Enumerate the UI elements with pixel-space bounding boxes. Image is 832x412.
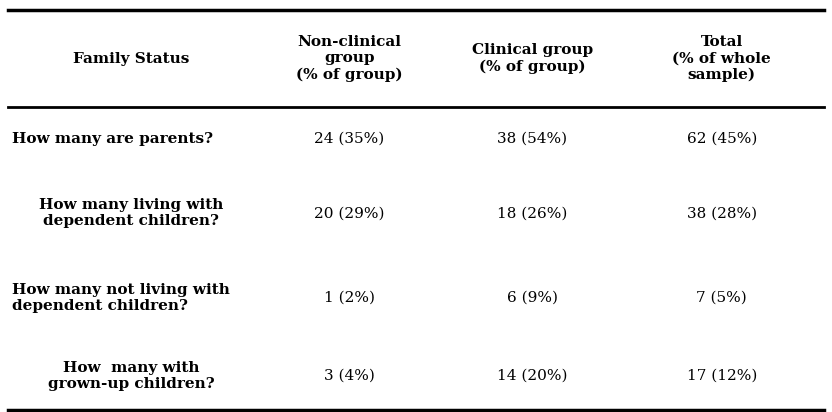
Text: 24 (35%): 24 (35%): [314, 132, 384, 146]
Text: How many are parents?: How many are parents?: [12, 132, 214, 146]
Text: Clinical group
(% of group): Clinical group (% of group): [472, 43, 593, 74]
Text: Total
(% of whole
sample): Total (% of whole sample): [672, 35, 771, 82]
Text: 62 (45%): 62 (45%): [686, 132, 757, 146]
Text: Non-clinical
group
(% of group): Non-clinical group (% of group): [296, 35, 403, 82]
Text: 7 (5%): 7 (5%): [696, 291, 747, 304]
Text: 14 (20%): 14 (20%): [498, 369, 567, 383]
Text: 18 (26%): 18 (26%): [498, 206, 567, 220]
Text: 38 (28%): 38 (28%): [686, 206, 757, 220]
Text: 38 (54%): 38 (54%): [498, 132, 567, 146]
Text: How many not living with
dependent children?: How many not living with dependent child…: [12, 283, 230, 313]
Text: 6 (9%): 6 (9%): [507, 291, 558, 304]
Text: 20 (29%): 20 (29%): [314, 206, 384, 220]
Text: How  many with
grown-up children?: How many with grown-up children?: [47, 361, 215, 391]
Text: Family Status: Family Status: [73, 52, 189, 66]
Text: 17 (12%): 17 (12%): [686, 369, 757, 383]
Text: 3 (4%): 3 (4%): [324, 369, 375, 383]
Text: 1 (2%): 1 (2%): [324, 291, 375, 304]
Text: How many living with
dependent children?: How many living with dependent children?: [39, 198, 223, 228]
